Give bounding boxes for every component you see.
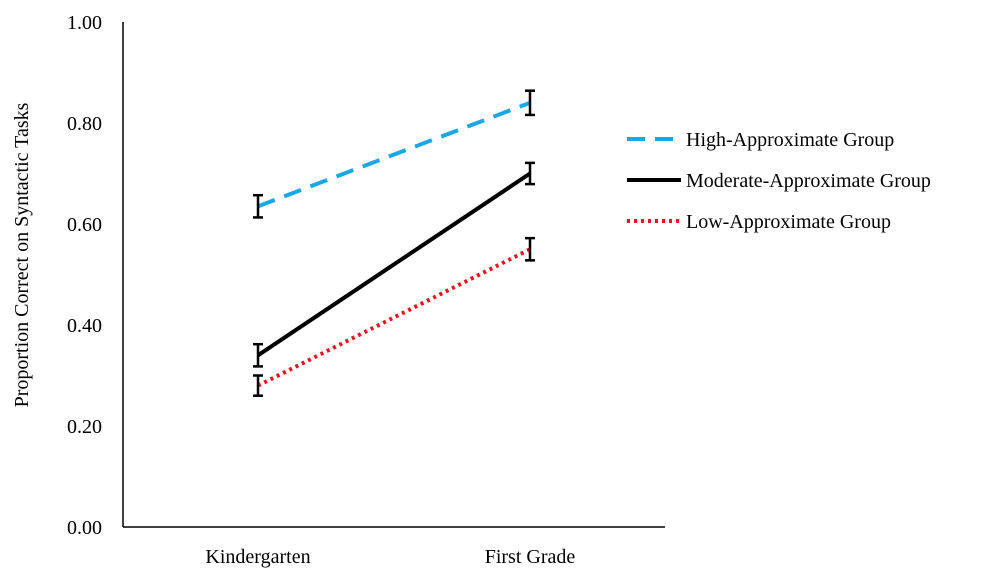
y-tick-label: 0.60 bbox=[67, 214, 102, 236]
x-tick-labels: Kindergarten First Grade bbox=[205, 546, 575, 568]
error-bar bbox=[525, 89, 535, 117]
legend-label: High-Approximate Group bbox=[686, 129, 894, 151]
series-line-moderate-approximate-group bbox=[256, 171, 532, 357]
y-tick-label: 0.20 bbox=[67, 416, 102, 438]
legend-item: Moderate-Approximate Group bbox=[627, 170, 931, 192]
error-bars bbox=[253, 89, 535, 397]
legend-item: Low-Approximate Group bbox=[627, 211, 891, 233]
error-bar bbox=[525, 161, 535, 186]
legend-label: Low-Approximate Group bbox=[686, 211, 891, 233]
error-bar bbox=[253, 193, 263, 219]
y-tick-label: 0.80 bbox=[67, 113, 102, 135]
x-tick-label: First Grade bbox=[485, 546, 576, 568]
error-bar bbox=[253, 342, 263, 368]
y-axis-title: Proportion Correct on Syntactic Tasks bbox=[11, 102, 33, 407]
legend: High-Approximate Group Moderate-Approxima… bbox=[627, 129, 931, 233]
y-tick-label: 0.00 bbox=[67, 517, 102, 539]
error-bar bbox=[253, 374, 263, 397]
y-tick-labels: 0.00 0.20 0.40 0.60 0.80 1.00 bbox=[67, 12, 102, 539]
x-tick-label: Kindergarten bbox=[205, 546, 310, 568]
legend-label: Moderate-Approximate Group bbox=[686, 170, 931, 192]
legend-item: High-Approximate Group bbox=[627, 129, 894, 151]
y-tick-label: 1.00 bbox=[67, 12, 102, 34]
series-line-high-approximate-group bbox=[257, 100, 531, 209]
error-bar bbox=[525, 236, 535, 262]
series-lines bbox=[256, 100, 532, 388]
series-line-low-approximate-group bbox=[257, 247, 531, 388]
y-tick-label: 0.40 bbox=[67, 315, 102, 337]
